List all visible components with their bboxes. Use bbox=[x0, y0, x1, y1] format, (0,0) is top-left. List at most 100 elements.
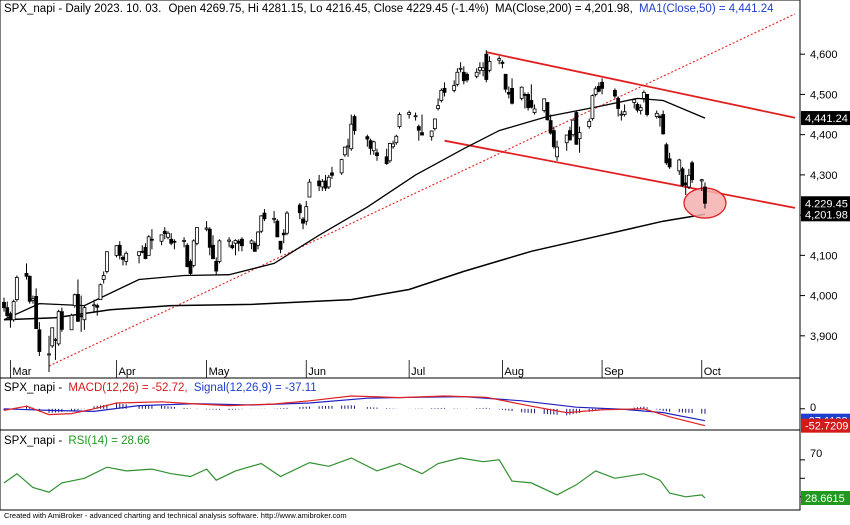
candle-body bbox=[162, 230, 167, 235]
month-label: Oct bbox=[704, 366, 721, 378]
macd-marks bbox=[3, 395, 805, 427]
candle-body bbox=[519, 86, 524, 99]
candle-body bbox=[297, 204, 302, 214]
candle bbox=[645, 94, 649, 117]
candle bbox=[458, 62, 463, 73]
candle-body bbox=[384, 156, 389, 165]
macd-last-value-bg bbox=[801, 418, 850, 433]
candle bbox=[577, 126, 582, 153]
candle bbox=[519, 86, 524, 101]
candle bbox=[661, 110, 666, 135]
candle bbox=[555, 140, 559, 161]
candle-body bbox=[452, 85, 457, 91]
price-y-tick-label: 4,000 bbox=[810, 291, 838, 303]
candle bbox=[204, 221, 209, 232]
candle-body bbox=[249, 240, 254, 244]
candle-body bbox=[307, 181, 312, 198]
candle-body bbox=[680, 168, 685, 186]
candle-body bbox=[638, 107, 643, 111]
candle bbox=[150, 229, 154, 250]
candle bbox=[432, 118, 437, 131]
macd-last-value-text: -52.7209 bbox=[805, 421, 848, 433]
candle-body bbox=[619, 113, 624, 116]
candle-body bbox=[95, 305, 100, 308]
candle bbox=[574, 110, 579, 145]
candle-body bbox=[632, 99, 637, 103]
candle-body bbox=[330, 172, 334, 176]
candle-body bbox=[72, 294, 77, 307]
candle bbox=[375, 148, 379, 161]
candle-body bbox=[523, 94, 527, 96]
candle bbox=[349, 114, 354, 151]
candle bbox=[275, 219, 280, 238]
candle-body bbox=[690, 162, 695, 181]
rsi-header: SPX_napi - RSI(14) = 28.66 bbox=[4, 435, 150, 447]
candle-body bbox=[542, 98, 547, 111]
candle bbox=[484, 50, 489, 83]
candle-body bbox=[391, 143, 395, 148]
candle-body bbox=[121, 256, 125, 260]
candle bbox=[416, 124, 421, 141]
candle bbox=[307, 178, 312, 198]
candle bbox=[281, 229, 286, 244]
candle-body bbox=[185, 244, 190, 268]
candle bbox=[191, 239, 196, 268]
macd-last-value: -52.7209 bbox=[801, 418, 850, 433]
candle bbox=[690, 160, 695, 183]
candle-body bbox=[169, 238, 174, 244]
candle-body bbox=[104, 251, 109, 272]
candle-body bbox=[2, 302, 6, 309]
candle-body bbox=[683, 182, 688, 186]
candle-body bbox=[432, 118, 437, 130]
candle-body bbox=[101, 275, 106, 280]
candle-body bbox=[616, 98, 621, 109]
candle-body bbox=[387, 143, 392, 162]
candle bbox=[24, 263, 29, 280]
candle bbox=[2, 297, 6, 312]
candle-body bbox=[259, 215, 264, 232]
candle bbox=[95, 303, 100, 316]
candle bbox=[465, 72, 469, 83]
price-header-ma200: MA(Close,200) = 4,201.98, bbox=[495, 3, 633, 15]
candle-body bbox=[143, 246, 148, 259]
candle bbox=[545, 102, 550, 121]
candle-body bbox=[365, 136, 370, 140]
candle-body bbox=[658, 116, 662, 118]
candle-body bbox=[262, 212, 267, 220]
price-last-value: 4,441.24 bbox=[801, 111, 850, 126]
candle-body bbox=[150, 238, 154, 241]
month-label: Apr bbox=[119, 366, 136, 378]
candle-body bbox=[439, 89, 444, 101]
candle bbox=[635, 102, 640, 113]
candle bbox=[256, 231, 260, 250]
candle bbox=[365, 134, 370, 147]
candle-body bbox=[455, 71, 460, 85]
candle bbox=[487, 56, 492, 73]
candle-body bbox=[420, 132, 424, 136]
candle bbox=[124, 251, 129, 266]
price-last-value-bg bbox=[801, 207, 850, 222]
ma200-line bbox=[3, 213, 706, 321]
candle bbox=[330, 166, 334, 179]
candle-body bbox=[24, 273, 29, 277]
candle-body bbox=[217, 240, 222, 262]
candle bbox=[166, 231, 170, 240]
last-value-labels: 4,441.244,229.454,201.98-37.1138-52.7209… bbox=[801, 111, 850, 506]
candle bbox=[654, 110, 659, 119]
candle-body bbox=[667, 158, 672, 168]
candle bbox=[407, 110, 412, 119]
macd-zero-label: 0 bbox=[810, 402, 816, 414]
candle bbox=[207, 227, 212, 256]
candle-body bbox=[510, 87, 514, 104]
candle-body bbox=[59, 311, 64, 330]
candle bbox=[14, 275, 19, 302]
candle-body bbox=[320, 181, 325, 188]
candle-body bbox=[301, 218, 305, 224]
macd-panel-frame bbox=[0, 377, 801, 431]
candle bbox=[371, 140, 376, 155]
candle-body bbox=[304, 206, 309, 222]
candle-body bbox=[191, 240, 196, 266]
candle bbox=[101, 271, 106, 284]
